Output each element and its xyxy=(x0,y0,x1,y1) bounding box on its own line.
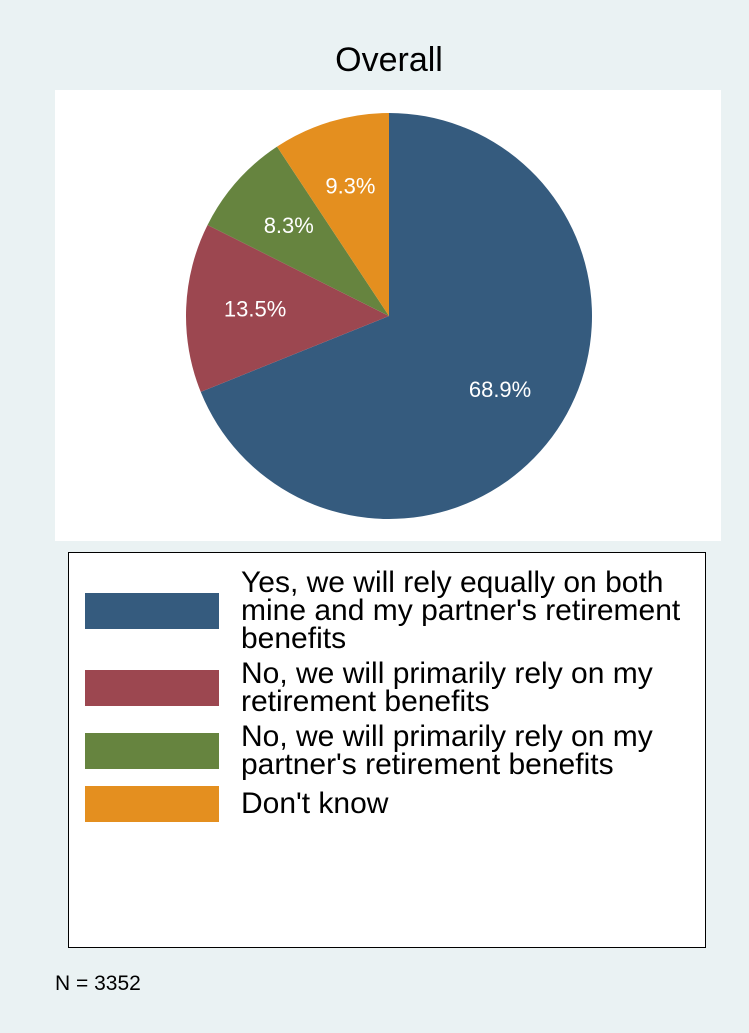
legend-swatch xyxy=(85,786,219,822)
legend-item: No, we will primarily rely on my retirem… xyxy=(69,657,705,718)
legend-label: Don't know xyxy=(241,787,389,820)
legend-item: Don't know xyxy=(69,786,705,822)
slice-label: 8.3% xyxy=(264,213,314,238)
chart-title: Overall xyxy=(335,41,443,79)
legend: Yes, we will rely equally on both mine a… xyxy=(68,552,706,948)
slice-label: 9.3% xyxy=(325,174,375,199)
legend-item: Yes, we will rely equally on both mine a… xyxy=(69,566,705,655)
legend-label: Yes, we will rely equally on both mine a… xyxy=(241,566,681,655)
pie-slice xyxy=(186,224,389,392)
legend-swatch xyxy=(85,670,219,706)
legend-swatch xyxy=(85,733,219,769)
pie-slice xyxy=(207,146,389,316)
note: N = 3352 xyxy=(55,972,141,995)
pie-slice xyxy=(200,113,592,519)
pie-slice xyxy=(277,113,389,316)
legend-swatch xyxy=(85,593,219,629)
slice-label: 68.9% xyxy=(469,377,531,402)
legend-label: No, we will primarily rely on my retirem… xyxy=(241,657,653,718)
legend-item: No, we will primarily rely on my partner… xyxy=(69,720,705,781)
legend-label: No, we will primarily rely on my partner… xyxy=(241,720,653,781)
slice-label: 13.5% xyxy=(224,296,286,321)
